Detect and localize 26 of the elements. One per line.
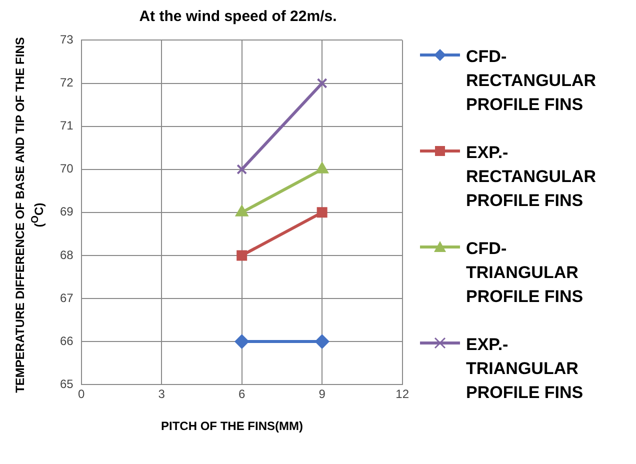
- y-tick-label: 65: [60, 376, 74, 391]
- y-tick-label: 69: [60, 204, 74, 219]
- legend-label: CFD-TRIANGULAR PROFILE FINS: [466, 238, 584, 308]
- point: [236, 250, 248, 261]
- chart-title: At the wind speed of 22m/s.: [138, 8, 338, 25]
- x-tick-label: 12: [396, 387, 410, 402]
- point: [316, 78, 328, 88]
- point: [316, 207, 328, 218]
- y-tick-label: 73: [60, 32, 74, 47]
- x-tick-label: 3: [158, 387, 166, 402]
- point: [236, 164, 248, 175]
- x-tick-label: 6: [238, 387, 246, 402]
- y-tick-label: 67: [60, 290, 74, 305]
- y-tick-label: 68: [60, 248, 74, 262]
- x-axis-title: PITCH OF THE FINS(MM): [160, 419, 304, 433]
- y-tick-label: 70: [60, 162, 74, 176]
- y-tick-label: 72: [60, 76, 74, 90]
- point: [234, 334, 249, 349]
- y-tick-label: 71: [60, 118, 74, 133]
- legend-label: CFD-RECTANGULAR PROFILE FINS: [466, 46, 598, 116]
- legend-label: EXP.-TRIANGULAR PROFILE FINS: [466, 334, 584, 404]
- x-tick-label: 9: [318, 387, 326, 402]
- point: [315, 334, 330, 349]
- y-tick-label: 66: [60, 334, 74, 348]
- x-tick-label: 0: [78, 387, 86, 402]
- legend-label: EXP.-RECTANGULAR PROFILE FINS: [466, 142, 598, 212]
